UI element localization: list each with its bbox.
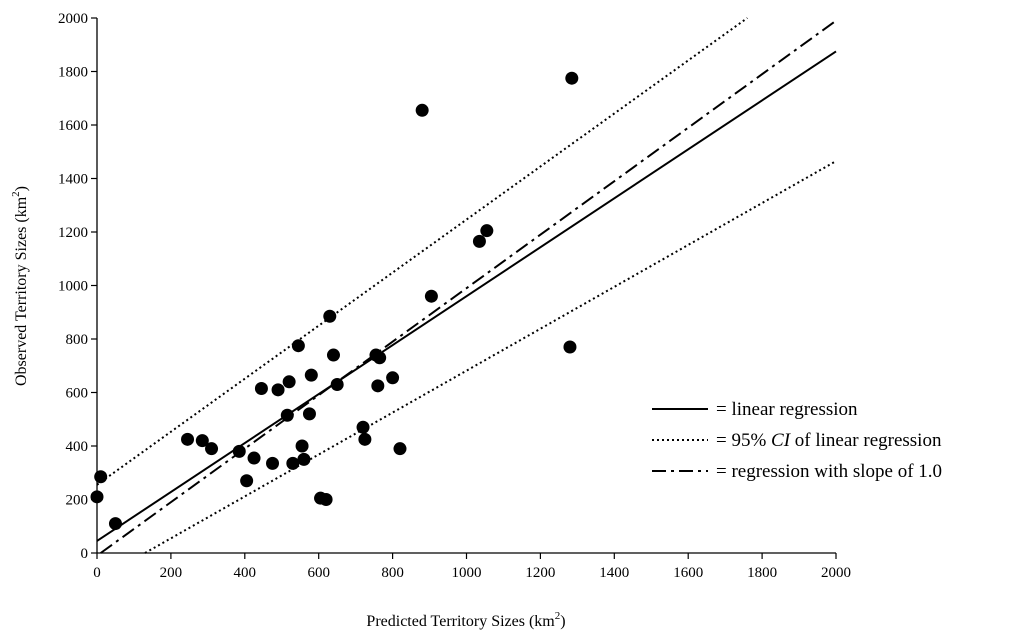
legend-label-linear-regression: = linear regression	[716, 399, 858, 420]
y-tick-label: 0	[81, 546, 89, 562]
data-point	[108, 517, 122, 531]
data-point	[319, 493, 333, 506]
data-point	[393, 442, 407, 456]
data-point	[232, 444, 246, 458]
data-point	[286, 456, 300, 470]
y-tick-label: 1800	[58, 65, 88, 81]
y-tick-label: 600	[66, 386, 89, 402]
x-tick-label: 600	[307, 565, 330, 581]
data-point	[373, 351, 387, 365]
legend-label-slope-one: = regression with slope of 1.0	[716, 461, 942, 482]
line-dashdot	[100, 19, 837, 554]
x-tick-label: 2000	[821, 565, 851, 581]
data-point	[356, 420, 370, 434]
data-point	[94, 470, 108, 484]
y-tick-label: 1200	[58, 225, 88, 241]
regression-lines	[96, 17, 837, 554]
x-tick-label: 400	[234, 565, 257, 581]
legend-label-ci: = 95% CI of linear regression	[716, 430, 942, 451]
data-point	[266, 456, 280, 470]
data-point	[295, 439, 309, 453]
legend: = linear regression = 95% CI of linear r…	[652, 399, 942, 482]
x-tick-label: 200	[160, 565, 183, 581]
x-tick-label: 1200	[525, 565, 555, 581]
x-tick-label: 1600	[673, 565, 703, 581]
x-tick-label: 0	[93, 565, 101, 581]
data-point	[291, 339, 305, 353]
y-tick-label: 2000	[58, 11, 88, 27]
y-ticks: 0 200 400 600 800 1000 1200 1400 1600 1800 2000	[58, 11, 97, 562]
y-tick-label: 1400	[58, 172, 88, 188]
line-dotted	[144, 160, 837, 554]
data-point	[563, 340, 577, 354]
data-point	[271, 383, 285, 397]
data-point	[181, 432, 195, 446]
data-point	[302, 407, 316, 421]
data-point	[330, 377, 344, 391]
data-point	[297, 452, 311, 466]
x-tick-label: 800	[381, 565, 404, 581]
line-dotted	[96, 17, 748, 486]
data-point	[304, 368, 318, 382]
x-tick-label: 1400	[599, 565, 629, 581]
y-tick-label: 200	[66, 493, 89, 509]
data-point	[358, 432, 372, 446]
data-points	[90, 71, 579, 531]
x-tick-label: 1800	[747, 565, 777, 581]
data-point	[254, 381, 268, 395]
data-point	[371, 379, 385, 393]
y-tick-label: 400	[66, 439, 89, 455]
data-point	[323, 309, 337, 323]
data-point	[205, 442, 219, 456]
data-point	[565, 71, 579, 85]
data-point	[195, 434, 209, 448]
data-point	[480, 224, 494, 238]
data-point	[424, 289, 438, 303]
data-point	[415, 103, 429, 117]
data-point	[280, 408, 294, 422]
x-ticks: 0 200 400 600 800 1000 1200 1400 1600 1800 2000	[93, 553, 851, 581]
data-point	[240, 474, 254, 488]
data-point	[326, 348, 340, 362]
data-point	[247, 451, 261, 465]
line-solid	[96, 50, 837, 542]
x-tick-label: 1000	[452, 565, 482, 581]
y-tick-label: 1000	[58, 279, 88, 295]
data-point	[282, 375, 296, 389]
x-axis-label: Predicted Territory Sizes (km2)	[366, 610, 565, 630]
data-point	[472, 234, 486, 248]
y-tick-label: 800	[66, 332, 89, 348]
y-tick-label: 1600	[58, 118, 88, 134]
data-point	[386, 371, 400, 385]
y-axis-label: Observed Territory Sizes (km2)	[10, 186, 30, 386]
